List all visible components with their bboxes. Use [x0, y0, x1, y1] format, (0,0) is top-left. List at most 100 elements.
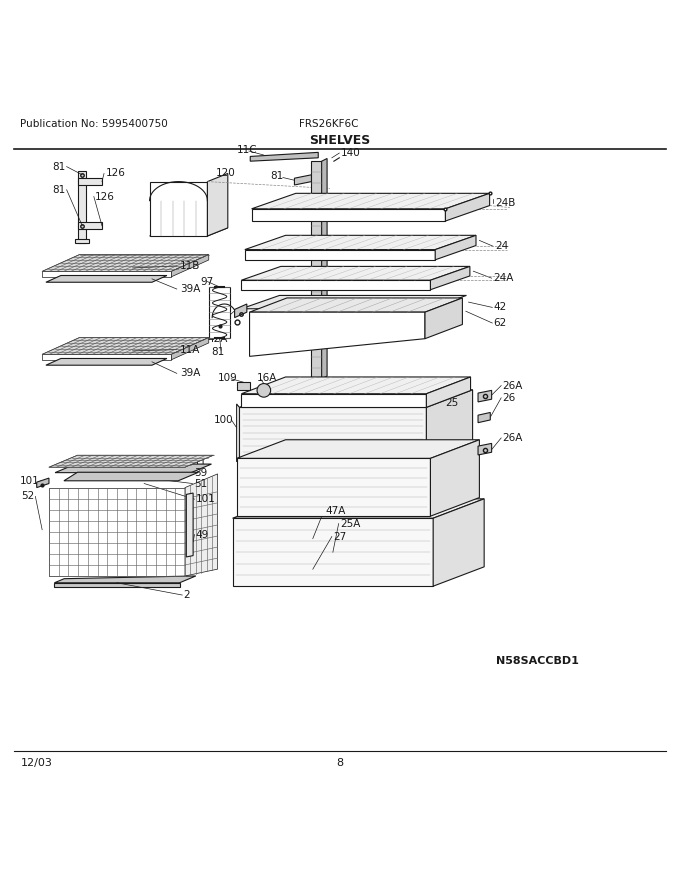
Text: 123: 123	[211, 316, 231, 326]
Polygon shape	[478, 444, 492, 455]
Text: 101: 101	[20, 476, 39, 486]
Text: 47: 47	[434, 380, 447, 391]
Text: 2: 2	[184, 590, 190, 600]
Polygon shape	[250, 312, 425, 356]
Polygon shape	[42, 271, 171, 277]
Polygon shape	[186, 493, 193, 557]
Polygon shape	[233, 518, 433, 586]
Polygon shape	[42, 338, 209, 355]
Polygon shape	[54, 583, 180, 587]
Text: 52: 52	[21, 491, 34, 502]
Circle shape	[257, 384, 271, 397]
Polygon shape	[78, 223, 102, 229]
Text: 81: 81	[52, 185, 65, 194]
Polygon shape	[54, 576, 196, 583]
Polygon shape	[241, 267, 470, 280]
Polygon shape	[150, 228, 228, 236]
Text: 42A: 42A	[207, 334, 228, 344]
Polygon shape	[78, 178, 102, 185]
Text: 11: 11	[194, 458, 207, 467]
Text: 39A: 39A	[180, 284, 201, 294]
Polygon shape	[46, 275, 167, 282]
Polygon shape	[237, 458, 430, 517]
Polygon shape	[237, 440, 479, 458]
Polygon shape	[78, 172, 86, 243]
Text: 81: 81	[211, 347, 224, 356]
Text: 62: 62	[494, 318, 507, 328]
Text: 11C: 11C	[237, 144, 257, 155]
Polygon shape	[49, 488, 185, 576]
Text: 120: 120	[216, 168, 235, 179]
Polygon shape	[250, 152, 318, 161]
Text: 24: 24	[495, 241, 508, 251]
Text: 81: 81	[271, 171, 284, 181]
Polygon shape	[426, 377, 471, 407]
Text: 11A: 11A	[180, 345, 201, 355]
Text: FRS26KF6C: FRS26KF6C	[299, 119, 359, 128]
Text: 24B: 24B	[495, 198, 515, 209]
Polygon shape	[49, 455, 214, 467]
Polygon shape	[241, 377, 471, 393]
Polygon shape	[322, 158, 327, 378]
Polygon shape	[430, 267, 470, 290]
Polygon shape	[207, 173, 228, 236]
Polygon shape	[430, 440, 479, 517]
Text: 100: 100	[214, 414, 234, 424]
Text: 26A: 26A	[502, 433, 522, 443]
Polygon shape	[235, 304, 247, 318]
Polygon shape	[311, 161, 322, 378]
Polygon shape	[42, 254, 209, 271]
Polygon shape	[171, 254, 209, 277]
Polygon shape	[241, 296, 466, 309]
Text: N58SACCBD1: N58SACCBD1	[496, 656, 579, 666]
Polygon shape	[241, 393, 426, 407]
Polygon shape	[241, 280, 430, 290]
Polygon shape	[239, 390, 473, 407]
Polygon shape	[150, 181, 207, 236]
Polygon shape	[245, 250, 435, 260]
Polygon shape	[237, 404, 239, 462]
Polygon shape	[239, 407, 426, 458]
Polygon shape	[209, 287, 230, 338]
Polygon shape	[233, 499, 484, 518]
Polygon shape	[171, 338, 209, 360]
Polygon shape	[445, 194, 490, 221]
Polygon shape	[237, 382, 250, 391]
Text: 81: 81	[52, 162, 65, 172]
Text: 39: 39	[194, 468, 207, 479]
Text: 42: 42	[494, 303, 507, 312]
Text: 27: 27	[333, 532, 346, 541]
Polygon shape	[185, 474, 218, 576]
Polygon shape	[425, 298, 462, 339]
Text: SHELVES: SHELVES	[309, 135, 371, 147]
Text: 47A: 47A	[325, 506, 345, 517]
Polygon shape	[433, 499, 484, 586]
Polygon shape	[55, 464, 211, 473]
Text: 109: 109	[218, 373, 237, 383]
Polygon shape	[435, 235, 476, 260]
Polygon shape	[46, 358, 167, 365]
Text: 11B: 11B	[180, 260, 201, 271]
Text: 97: 97	[201, 276, 214, 287]
Text: Publication No: 5995400750: Publication No: 5995400750	[20, 119, 168, 128]
Text: 101: 101	[196, 495, 216, 504]
Text: 51: 51	[194, 479, 207, 488]
Polygon shape	[478, 413, 490, 422]
Text: 39A: 39A	[180, 369, 201, 378]
Polygon shape	[294, 175, 311, 185]
Text: 25A: 25A	[340, 518, 360, 529]
Polygon shape	[64, 473, 199, 480]
Polygon shape	[75, 238, 89, 243]
Polygon shape	[252, 194, 490, 209]
Text: 25: 25	[445, 398, 458, 407]
Text: 8: 8	[337, 758, 343, 768]
Text: 126: 126	[105, 168, 125, 179]
Text: 140: 140	[341, 148, 360, 158]
Text: 26: 26	[502, 392, 515, 403]
Text: 12/03: 12/03	[20, 758, 52, 768]
Polygon shape	[42, 355, 171, 360]
Polygon shape	[250, 298, 462, 312]
Text: 126: 126	[95, 192, 115, 202]
Text: 16A: 16A	[257, 373, 277, 383]
Polygon shape	[37, 478, 49, 488]
